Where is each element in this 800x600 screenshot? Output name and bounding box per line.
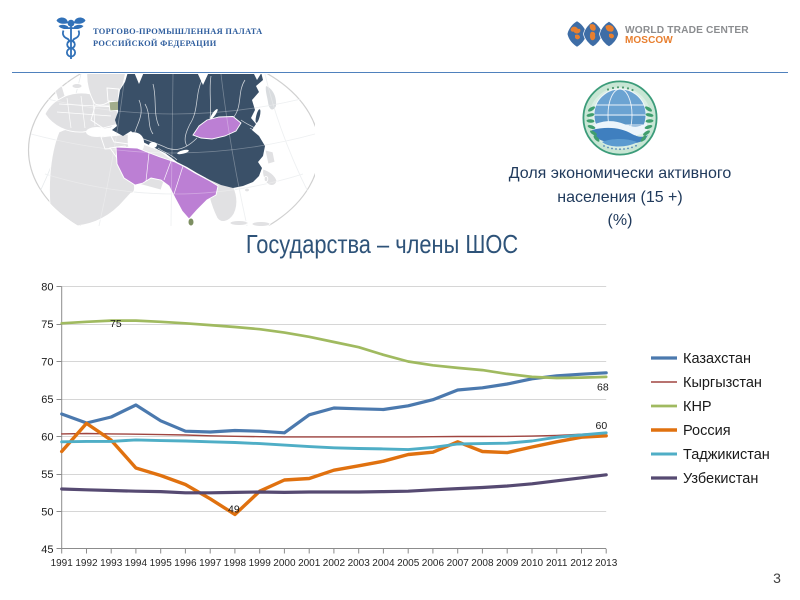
svg-text:1999: 1999 <box>249 558 272 569</box>
svg-text:2002: 2002 <box>323 558 346 569</box>
svg-text:1991: 1991 <box>51 558 74 569</box>
svg-text:1993: 1993 <box>100 558 123 569</box>
svg-text:2010: 2010 <box>521 558 544 569</box>
svg-text:КНР: КНР <box>683 399 712 415</box>
svg-text:60: 60 <box>596 420 608 432</box>
svg-text:2009: 2009 <box>496 558 519 569</box>
svg-text:1992: 1992 <box>75 558 98 569</box>
svg-text:Узбекистан: Узбекистан <box>683 471 758 487</box>
svg-text:2001: 2001 <box>298 558 321 569</box>
svg-text:70: 70 <box>41 357 53 369</box>
svg-text:2013: 2013 <box>595 558 618 569</box>
svg-text:2011: 2011 <box>546 558 568 569</box>
svg-text:68: 68 <box>597 382 609 394</box>
svg-text:1996: 1996 <box>174 558 197 569</box>
svg-text:75: 75 <box>41 319 53 331</box>
svg-text:65: 65 <box>41 394 53 406</box>
svg-text:75: 75 <box>110 318 122 330</box>
svg-text:2005: 2005 <box>397 558 420 569</box>
svg-text:60: 60 <box>41 432 53 444</box>
svg-text:2008: 2008 <box>471 558 494 569</box>
svg-text:2003: 2003 <box>348 558 371 569</box>
svg-text:Кыргызстан: Кыргызстан <box>683 375 762 391</box>
svg-text:55: 55 <box>41 469 53 481</box>
svg-text:50: 50 <box>41 507 53 519</box>
svg-text:Казахстан: Казахстан <box>683 351 751 367</box>
svg-text:2000: 2000 <box>273 558 296 569</box>
svg-text:Россия: Россия <box>683 423 731 439</box>
svg-text:49: 49 <box>228 504 240 516</box>
svg-text:1995: 1995 <box>150 558 173 569</box>
svg-text:2007: 2007 <box>447 558 470 569</box>
svg-text:2004: 2004 <box>372 558 395 569</box>
svg-text:2012: 2012 <box>570 558 593 569</box>
svg-text:1998: 1998 <box>224 558 247 569</box>
svg-text:2006: 2006 <box>422 558 445 569</box>
svg-text:45: 45 <box>41 544 53 556</box>
svg-text:1994: 1994 <box>125 558 148 569</box>
svg-text:1997: 1997 <box>199 558 222 569</box>
svg-text:Таджикистан: Таджикистан <box>683 447 770 463</box>
svg-text:80: 80 <box>41 282 53 294</box>
